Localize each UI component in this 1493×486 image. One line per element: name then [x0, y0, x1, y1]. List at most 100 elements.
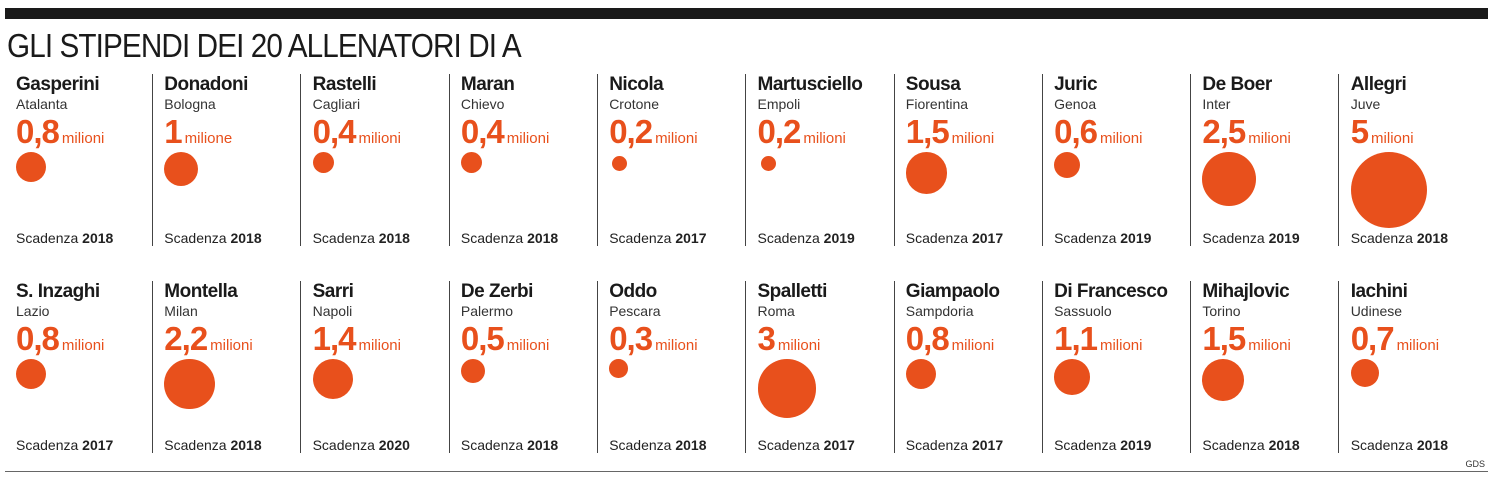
- deadline-year: 2018: [675, 437, 707, 453]
- salary-bubble: [312, 152, 335, 174]
- contract-deadline: Scadenza 2018: [164, 437, 261, 453]
- salary-label: 2,5 milioni: [1202, 113, 1290, 151]
- contract-deadline: Scadenza 2017: [906, 437, 1003, 453]
- team-name: Napoli: [312, 303, 353, 319]
- coach-cell: Oddo Pescara 0,3 milioni Scadenza 2018: [598, 279, 747, 457]
- salary-unit: milione: [184, 130, 233, 147]
- coach-name: De Boer: [1202, 74, 1272, 95]
- deadline-year: 2019: [823, 230, 855, 246]
- contract-deadline: Scadenza 2020: [313, 437, 410, 453]
- contract-deadline: Scadenza 2017: [16, 437, 113, 453]
- deadline-label: Scadenza: [1054, 230, 1117, 246]
- column-divider: [300, 74, 302, 246]
- deadline-year: 2017: [971, 230, 1004, 246]
- deadline-label: Scadenza: [905, 437, 969, 453]
- salary-unit: milioni: [506, 130, 550, 147]
- team-name: Roma: [757, 303, 795, 319]
- column-divider: [745, 74, 747, 246]
- deadline-label: Scadenza: [757, 437, 820, 453]
- column-divider: [152, 74, 153, 246]
- coach-name: Martusciello: [757, 74, 863, 95]
- deadline-label: Scadenza: [609, 230, 672, 246]
- deadline-year: 2019: [1120, 230, 1152, 246]
- team-name: Udinese: [1350, 303, 1403, 319]
- salary-unit: milioni: [1099, 337, 1143, 354]
- salary-unit: milioni: [506, 337, 550, 354]
- deadline-year: 2018: [1416, 437, 1449, 453]
- contract-deadline: Scadenza 2018: [313, 230, 410, 246]
- bottom-rule: [5, 471, 1488, 472]
- contract-deadline: Scadenza 2018: [461, 230, 558, 246]
- coach-name: Mihajlovic: [1202, 281, 1290, 302]
- salary-bubble: [312, 359, 353, 400]
- team-name: Palermo: [460, 303, 514, 319]
- coach-name: Spalletti: [757, 281, 828, 302]
- salary-value: 0,8: [16, 320, 60, 357]
- salary-label: 0,4 milioni: [461, 113, 549, 151]
- salary-bubble: [164, 359, 215, 410]
- salary-value: 0,8: [905, 320, 950, 357]
- salary-value: 0,6: [1054, 113, 1098, 150]
- deadline-label: Scadenza: [16, 437, 79, 453]
- deadline-label: Scadenza: [16, 230, 79, 246]
- deadline-label: Scadenza: [164, 437, 227, 453]
- deadline-year: 2017: [823, 437, 855, 453]
- team-name: Atalanta: [16, 96, 68, 112]
- contract-deadline: Scadenza 2018: [1351, 230, 1448, 246]
- team-name: Sassuolo: [1054, 303, 1112, 319]
- contract-deadline: Scadenza 2019: [1054, 230, 1151, 246]
- salary-bubble: [1202, 359, 1245, 401]
- top-rule: [5, 8, 1488, 19]
- salary-unit: milioni: [61, 337, 105, 354]
- salary-value: 2,5: [1202, 113, 1246, 150]
- salary-unit: milioni: [1248, 337, 1291, 354]
- salary-label: 1 milione: [164, 113, 232, 151]
- team-name: Sampdoria: [905, 303, 974, 319]
- salary-unit: milioni: [1371, 130, 1414, 147]
- coach-cell: S. Inzaghi Lazio 0,8 milioni Scadenza 2017: [5, 279, 153, 457]
- coach-cell: Sarri Napoli 1,4 milioni Scadenza 2020: [302, 279, 450, 457]
- coach-name: Montella: [164, 281, 238, 302]
- salary-label: 5 milioni: [1351, 113, 1414, 151]
- salary-unit: milioni: [358, 130, 401, 147]
- deadline-year: 2018: [230, 437, 262, 453]
- salary-value: 1,5: [1202, 320, 1246, 357]
- salary-label: 1,5 milioni: [906, 113, 994, 151]
- column-divider: [1338, 74, 1340, 246]
- coach-cell: Donadoni Bologna 1 milione Scadenza 2018: [153, 72, 302, 250]
- salary-label: 0,6 milioni: [1054, 113, 1142, 151]
- salary-value: 5: [1350, 113, 1369, 150]
- coach-name: Gasperini: [16, 74, 100, 95]
- salary-label: 1,1 milioni: [1054, 320, 1142, 358]
- column-divider: [1041, 281, 1043, 453]
- salary-value: 0,8: [16, 113, 60, 150]
- contract-deadline: Scadenza 2018: [1202, 437, 1299, 453]
- salary-bubble: [612, 156, 628, 172]
- coach-name: Juric: [1054, 74, 1098, 95]
- coach-cell: Nicola Crotone 0,2 milioni Scadenza 2017: [598, 72, 747, 250]
- coach-cell: De Boer Inter 2,5 milioni Scadenza 2019: [1191, 72, 1340, 250]
- coach-name: Sarri: [312, 281, 354, 302]
- team-name: Crotone: [609, 96, 659, 112]
- salary-bubble: [905, 359, 937, 390]
- coach-name: Sousa: [905, 74, 961, 95]
- deadline-year: 2020: [378, 437, 410, 453]
- coach-cell: Maran Chievo 0,4 milioni Scadenza 2018: [450, 72, 598, 250]
- coach-cell: Martusciello Empoli 0,2 milioni Scadenza 201…: [747, 72, 895, 250]
- column-divider: [893, 74, 895, 246]
- salary-label: 2,2 milioni: [164, 320, 252, 358]
- salary-label: 0,8 milioni: [906, 320, 994, 358]
- deadline-year: 2017: [971, 437, 1004, 453]
- deadline-label: Scadenza: [1350, 230, 1413, 246]
- team-name: Empoli: [757, 96, 801, 112]
- column-divider: [596, 281, 598, 453]
- salary-value: 0,2: [757, 113, 802, 150]
- team-name: Inter: [1202, 96, 1231, 112]
- deadline-year: 2018: [1268, 437, 1300, 453]
- salary-bubble: [760, 156, 776, 172]
- contract-deadline: Scadenza 2018: [609, 437, 706, 453]
- salary-value: 1,5: [905, 113, 950, 150]
- deadline-year: 2018: [378, 230, 410, 246]
- team-name: Torino: [1202, 303, 1241, 319]
- deadline-year: 2018: [230, 230, 262, 246]
